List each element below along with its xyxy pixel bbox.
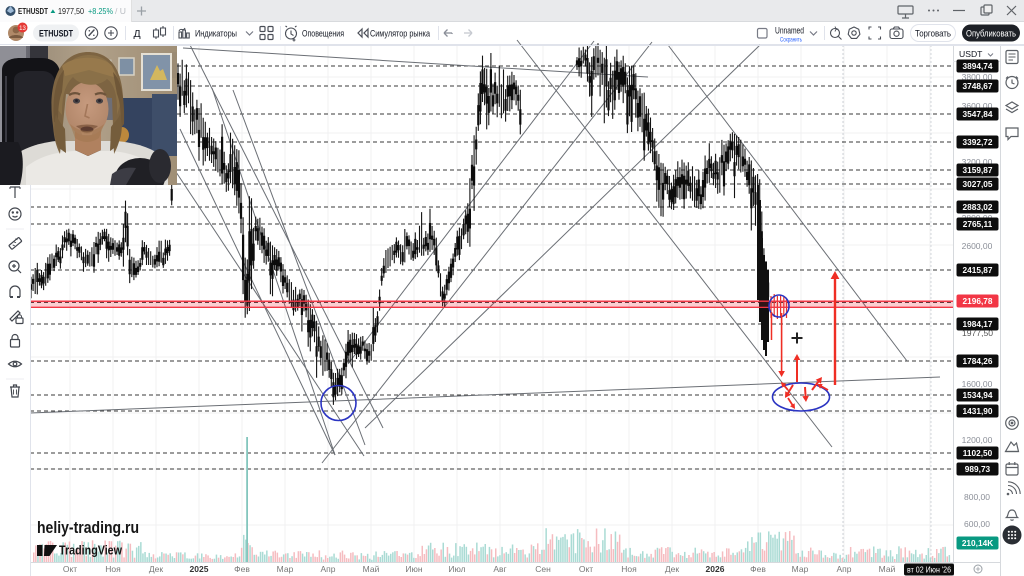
svg-text:Апр: Апр — [837, 564, 852, 574]
svg-text:TradingView: TradingView — [59, 544, 122, 558]
svg-text:1977,50: 1977,50 — [58, 6, 84, 16]
svg-text:Фев: Фев — [234, 564, 250, 574]
svg-text:Сохранить: Сохранить — [780, 37, 802, 44]
svg-text:1784,26: 1784,26 — [963, 356, 993, 366]
svg-text:Сен: Сен — [535, 564, 551, 574]
svg-text:1534,94: 1534,94 — [963, 390, 993, 400]
svg-text:3800,00: 3800,00 — [962, 72, 993, 82]
svg-text:2025: 2025 — [190, 564, 209, 574]
svg-text:Симулятор рынка: Симулятор рынка — [370, 28, 431, 39]
svg-text:вт 02 Июн '26: вт 02 Июн '26 — [907, 565, 951, 574]
svg-text:/ U: / U — [115, 6, 126, 16]
svg-text:800,00: 800,00 — [964, 492, 990, 502]
svg-text:3027,05: 3027,05 — [963, 179, 993, 189]
svg-text:Unnamed: Unnamed — [775, 25, 804, 36]
svg-text:3748,67: 3748,67 — [963, 81, 993, 91]
svg-text:2883,02: 2883,02 — [963, 202, 993, 212]
svg-text:Июл: Июл — [448, 564, 465, 574]
svg-text:1600,00: 1600,00 — [962, 379, 993, 389]
svg-text:2415,87: 2415,87 — [963, 265, 993, 275]
svg-text:Ноя: Ноя — [105, 564, 121, 574]
svg-text:210,14K: 210,14K — [962, 538, 993, 548]
svg-text:Май: Май — [879, 564, 896, 574]
svg-text:3894,74: 3894,74 — [963, 61, 993, 71]
svg-text:989,73: 989,73 — [965, 464, 991, 474]
svg-text:USDT: USDT — [959, 49, 983, 59]
svg-text:1200,00: 1200,00 — [962, 435, 993, 445]
svg-text:Май: Май — [363, 564, 380, 574]
svg-text:+8.25%: +8.25% — [88, 6, 113, 16]
svg-text:Мар: Мар — [792, 564, 809, 574]
svg-text:Д: Д — [133, 28, 140, 40]
svg-text:Фев: Фев — [750, 564, 766, 574]
svg-text:1984,17: 1984,17 — [963, 319, 993, 329]
svg-text:2196,78: 2196,78 — [963, 296, 993, 306]
svg-text:Ноя: Ноя — [621, 564, 637, 574]
svg-text:2765,11: 2765,11 — [963, 219, 993, 229]
svg-text:2600,00: 2600,00 — [962, 241, 993, 251]
svg-text:ETHUSDT: ETHUSDT — [39, 28, 73, 39]
svg-text:3200,00: 3200,00 — [962, 157, 993, 167]
svg-text:Оповещения: Оповещения — [302, 28, 344, 39]
svg-text:Авг: Авг — [493, 564, 506, 574]
svg-text:13: 13 — [19, 26, 26, 32]
svg-text:3392,72: 3392,72 — [963, 137, 993, 147]
svg-text:Апр: Апр — [321, 564, 336, 574]
svg-text:Индикаторы: Индикаторы — [195, 28, 237, 39]
svg-text:3600,00: 3600,00 — [962, 101, 993, 111]
svg-text:ETHUSDT: ETHUSDT — [18, 6, 49, 16]
svg-text:Дек: Дек — [665, 564, 679, 574]
svg-text:Июн: Июн — [405, 564, 422, 574]
svg-text:3159,87: 3159,87 — [963, 165, 993, 175]
svg-text:Торговать: Торговать — [915, 27, 951, 38]
svg-text:2026: 2026 — [706, 564, 725, 574]
svg-text:heliy-trading.ru: heliy-trading.ru — [37, 519, 139, 537]
svg-text:1977,50: 1977,50 — [962, 328, 993, 338]
svg-text:Окт: Окт — [63, 564, 77, 574]
svg-text:3547,84: 3547,84 — [963, 109, 993, 119]
svg-text:1102,50: 1102,50 — [963, 448, 993, 458]
svg-text:1431,90: 1431,90 — [963, 406, 993, 416]
svg-text:Мар: Мар — [277, 564, 294, 574]
svg-text:Опубликовать: Опубликовать — [966, 27, 1016, 38]
svg-text:600,00: 600,00 — [964, 519, 990, 529]
svg-text:Дек: Дек — [149, 564, 163, 574]
svg-text:Окт: Окт — [579, 564, 593, 574]
